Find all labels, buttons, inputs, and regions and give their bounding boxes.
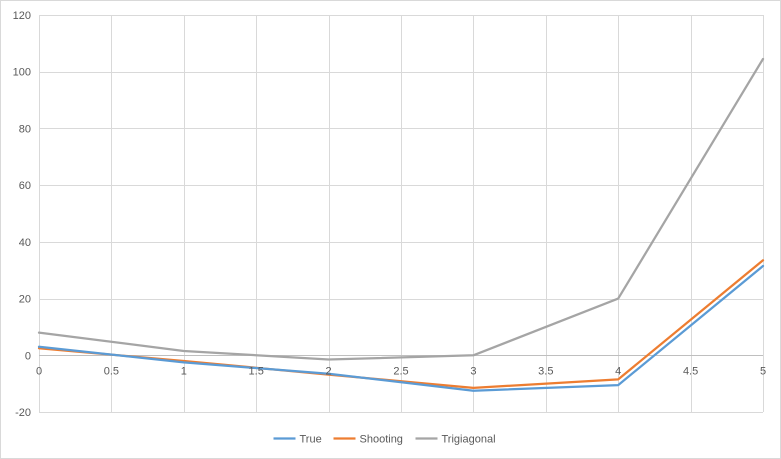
y-tick-label: 40	[19, 237, 31, 249]
y-tick-label: 20	[19, 294, 31, 306]
x-tick-label: 2	[326, 365, 332, 377]
y-tick-label: 0	[25, 350, 31, 362]
series-line-true	[37, 264, 765, 392]
y-tick-label: 80	[19, 123, 31, 135]
x-tick-label: 5	[760, 365, 766, 377]
grid-layer	[39, 15, 764, 413]
x-tick-label: 1	[181, 365, 187, 377]
series-layer	[37, 57, 765, 392]
y-tick-label: 120	[13, 10, 31, 22]
x-tick-label: 2.5	[393, 365, 408, 377]
legend-item-trigiagonal: Trigiagonal	[415, 434, 496, 446]
x-tick-label: 0.5	[104, 365, 119, 377]
x-tick-label: 4	[615, 365, 621, 377]
tick-labels: -20 0 20 40 60 80 100 120 0 0.5 1 1.5 2 2.5 3 3.5 4 4.5 5	[13, 10, 766, 419]
legend: True Shooting Trigiagonal	[273, 434, 496, 446]
x-tick-label: 3	[470, 365, 476, 377]
series-line-trigiagonal	[37, 57, 765, 361]
y-tick-label: 100	[13, 67, 31, 79]
x-tick-label: 1.5	[249, 365, 264, 377]
x-tick-label: 0	[36, 365, 42, 377]
y-tick-label: -20	[15, 407, 31, 419]
x-tick-label: 3.5	[538, 365, 553, 377]
legend-item-shooting: Shooting	[333, 434, 403, 446]
x-tick-label: 4.5	[683, 365, 698, 377]
legend-item-true: True	[273, 434, 322, 446]
legend-label: Shooting	[360, 434, 403, 446]
legend-label: True	[300, 434, 322, 446]
y-tick-label: 60	[19, 180, 31, 192]
legend-label: Trigiagonal	[442, 434, 496, 446]
